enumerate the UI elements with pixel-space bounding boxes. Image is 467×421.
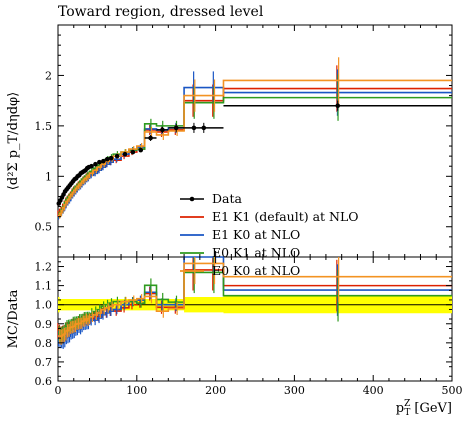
legend-label-e0k0: E0 K0 at NLO bbox=[212, 263, 300, 278]
y-axis-label-top: ⟨d²Σ p_T/dηdφ⟩ bbox=[6, 92, 21, 190]
x-tick-label: 500 bbox=[442, 384, 463, 397]
data-point bbox=[138, 147, 144, 153]
data-point bbox=[148, 135, 153, 141]
legend-marker-data bbox=[189, 196, 195, 202]
legend-item-data: Data bbox=[180, 191, 242, 206]
data-point bbox=[97, 159, 102, 165]
legend-item-e0k1: E0 K1 at NLO bbox=[180, 245, 300, 260]
y-tick-label-bottom: 1.0 bbox=[35, 299, 53, 312]
data-point bbox=[335, 103, 341, 108]
chart-title: Toward region, dressed level bbox=[58, 4, 264, 20]
legend-label-data: Data bbox=[212, 191, 242, 206]
data-point bbox=[173, 125, 179, 131]
legend-item-e0k0: E0 K0 at NLO bbox=[180, 263, 300, 278]
y-tick-label-top: 0.5 bbox=[35, 221, 53, 234]
legend-label-e1k0: E1 K0 at NLO bbox=[212, 227, 300, 242]
legend-item-e1k0: E1 K0 at NLO bbox=[180, 227, 300, 242]
y-tick-label-bottom: 0.8 bbox=[35, 337, 53, 350]
y-tick-label-bottom: 0.9 bbox=[35, 318, 53, 331]
data-point bbox=[191, 125, 197, 131]
series-line-e0k0 bbox=[58, 79, 452, 217]
data-point bbox=[89, 163, 94, 169]
x-tick-label: 0 bbox=[55, 384, 62, 397]
y-tick-label-bottom: 1.1 bbox=[35, 280, 53, 293]
x-axis-label: pZ T [GeV] bbox=[396, 399, 452, 418]
data-point bbox=[122, 151, 128, 157]
y-tick-label-top: 1 bbox=[45, 170, 52, 183]
y-tick-label-bottom: 1.2 bbox=[35, 261, 53, 274]
x-tick-label: 200 bbox=[205, 384, 226, 397]
x-tick-label: 400 bbox=[363, 384, 384, 397]
legend-label-e0k1: E0 K1 at NLO bbox=[212, 245, 300, 260]
x-tick-label: 100 bbox=[126, 384, 147, 397]
top-panel bbox=[56, 24, 453, 258]
data-point bbox=[114, 153, 120, 159]
legend-label-e1k1: E1 K1 (default) at NLO bbox=[212, 209, 359, 224]
data-point bbox=[108, 155, 114, 161]
data-point bbox=[104, 156, 110, 162]
data-point bbox=[101, 158, 106, 164]
x-tick-label: 300 bbox=[284, 384, 305, 397]
y-tick-label-bottom: 0.7 bbox=[35, 356, 53, 369]
bottom-panel bbox=[57, 256, 453, 382]
y-tick-label-bottom: 0.6 bbox=[35, 375, 53, 388]
y-tick-label-top: 1.5 bbox=[35, 120, 53, 133]
data-point bbox=[130, 149, 136, 155]
data-point bbox=[93, 161, 98, 167]
legend-item-e1k1: E1 K1 (default) at NLO bbox=[180, 209, 359, 224]
data-point bbox=[201, 125, 207, 131]
y-tick-label-top: 2 bbox=[45, 69, 52, 82]
data-point bbox=[160, 127, 165, 133]
y-axis-label-bottom: MC/Data bbox=[6, 289, 21, 348]
